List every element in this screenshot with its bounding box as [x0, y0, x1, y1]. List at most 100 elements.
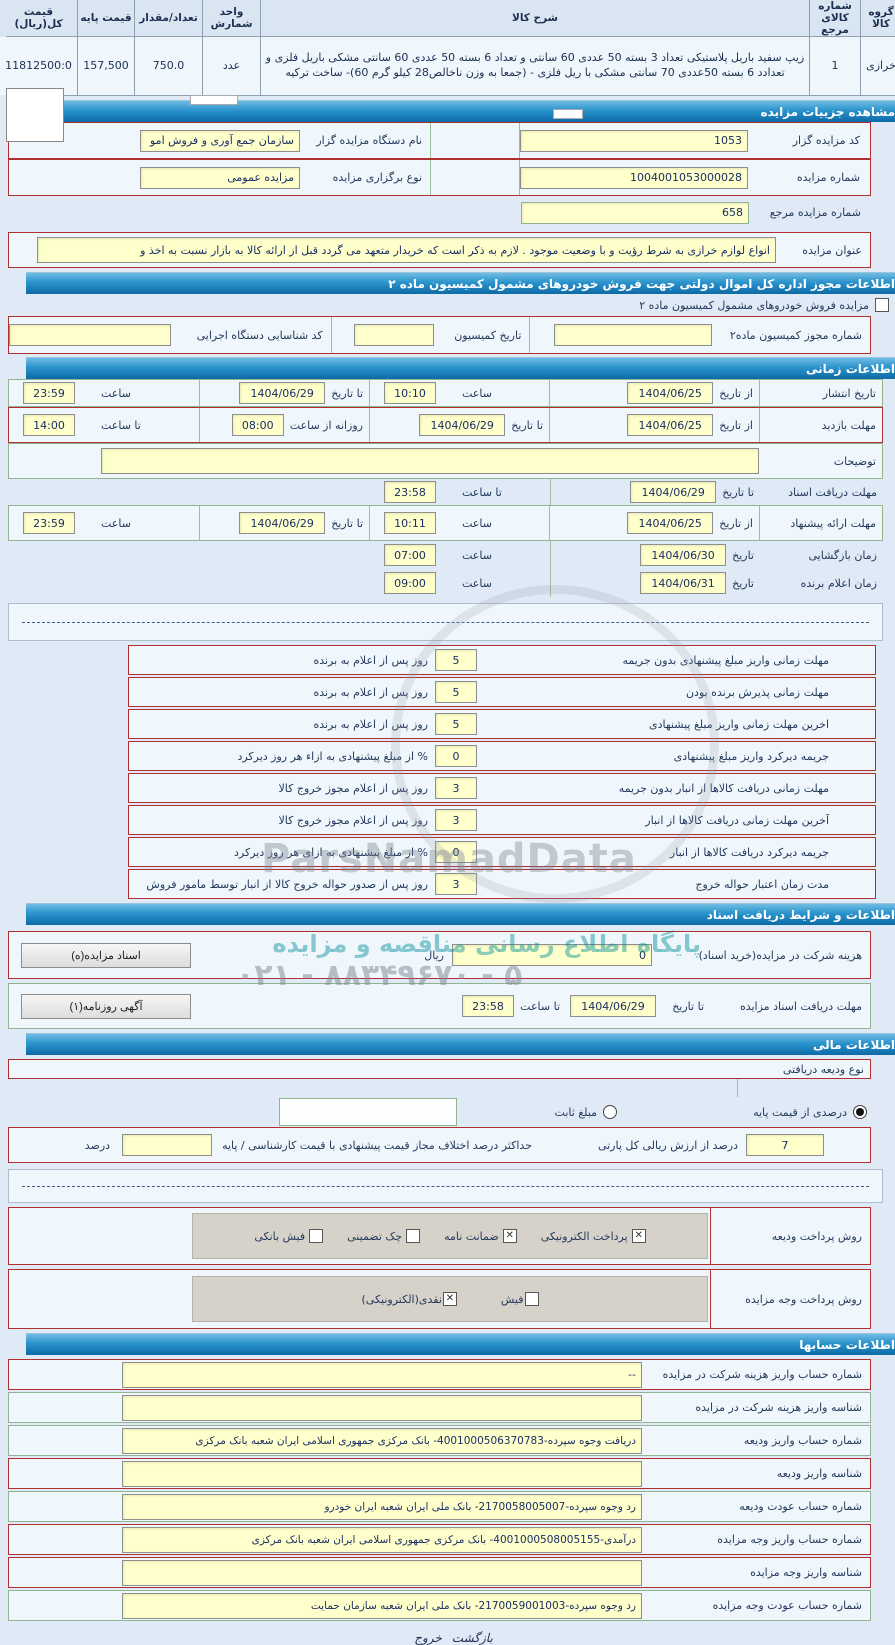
percent-of-base-radio[interactable] [847, 1105, 861, 1119]
org-name-label: نام دستگاه مزایده گزار [294, 134, 424, 147]
section-header-timing: اطلاعات زمانی [20, 357, 895, 379]
doc-deadline-date-input[interactable]: 1404/06/29 [624, 481, 710, 503]
timing-row-offer: مهلت ارائه پیشنهاد از تاریخ 1404/06/25 سا… [2, 505, 877, 541]
agency-code-input[interactable] [3, 324, 165, 346]
item-description: زیپ سفید باریل پلاستیکی تعداد 3 بسته 50 … [255, 37, 803, 95]
deadline-value-input[interactable]: 3 [429, 809, 471, 831]
notes-input[interactable] [95, 448, 753, 474]
documents-deadline-label: مهلت دریافت اسناد مزایده [698, 1000, 864, 1013]
cash-electronic-checkbox[interactable] [437, 1292, 451, 1306]
fixed-amount-input[interactable] [273, 1098, 451, 1126]
offer-from-time-input[interactable]: 10:11 [378, 512, 430, 534]
offer-to-time-input[interactable]: 23:59 [17, 512, 69, 534]
bidder-code-input[interactable]: 1053 [514, 130, 742, 152]
deposit-percent-input[interactable]: 7 [740, 1134, 818, 1156]
commission-date-input[interactable] [348, 324, 428, 346]
percent-of-base-label: درصدی از قیمت پایه [747, 1106, 841, 1119]
cell-divider [424, 160, 514, 195]
auction-title-row: عنوان مزایده انواع لوازم خرازی به شرط رؤ… [2, 232, 865, 268]
max-diff-input[interactable] [116, 1134, 206, 1156]
offer-to-date-input[interactable]: 1404/06/29 [233, 512, 319, 534]
account-input[interactable]: -- [116, 1362, 636, 1388]
section-header-permit: اطلاعات مجوز اداره کل اموال دولتی جهت فر… [20, 272, 895, 294]
winner-time-input[interactable]: 09:00 [378, 572, 430, 594]
deposit-method-row: روش پرداخت ودیعه پرداخت الکترونیکی ضمانت… [2, 1207, 865, 1265]
timing-row-publish: تاریخ انتشار از تاریخ 1404/06/25 ساعت 10:1… [2, 379, 877, 407]
account-input[interactable]: رد وجوه سپرده-2170058005007- بانک ملی ای… [116, 1494, 636, 1520]
deadline-value-input[interactable]: 5 [429, 713, 471, 735]
doc-deadline-time-input[interactable]: 23:58 [378, 481, 430, 503]
winner-date-input[interactable]: 1404/06/31 [634, 572, 720, 594]
visit-to-date-input[interactable]: 1404/06/29 [413, 414, 499, 436]
auction-documents-button[interactable]: اسناد مزایده(ه) [15, 943, 185, 968]
org-name-input[interactable]: سازمان جمع آوری و فروش امو [134, 130, 294, 152]
account-row-7: شماره حساب عودت وجه مزایده رد وجوه سپرده… [2, 1590, 865, 1621]
col-header-description: شرح کالا [255, 0, 803, 36]
receipt-checkbox[interactable] [519, 1292, 533, 1306]
opening-time-input[interactable]: 07:00 [378, 544, 430, 566]
payment-method-label: روش پرداخت وجه مزایده [704, 1270, 864, 1328]
timing-row-opening: زمان بازگشایی تاریخ 1404/06/30 ساعت 07:00 [2, 541, 877, 569]
back-link[interactable]: بازگشت [446, 1631, 487, 1645]
documents-deadline-time-input[interactable]: 23:58 [456, 995, 508, 1017]
publish-to-time-input[interactable]: 23:59 [17, 382, 69, 404]
deposit-type-label: نوع ودیعه دریافتی [777, 1063, 864, 1076]
certified-check-checkbox[interactable] [400, 1229, 414, 1243]
col-header-quantity: تعداد/مقدار [129, 0, 196, 36]
deadline-value-input[interactable]: 3 [429, 777, 471, 799]
deadline-value-input[interactable]: 0 [429, 841, 471, 863]
deadline-row-5: آخرین مهلت زمانی دریافت کالاها از انبار … [122, 805, 870, 835]
documents-deadline-date-input[interactable]: 1404/06/29 [564, 995, 650, 1017]
account-input[interactable] [116, 1395, 636, 1421]
publish-to-date-input[interactable]: 1404/06/29 [233, 382, 319, 404]
account-input[interactable]: دریافت وجوه سپرده-4001000506370783- بانک… [116, 1428, 636, 1454]
auction-no-label: شماره مزایده [742, 171, 864, 184]
ref-no-input[interactable]: 658 [515, 202, 743, 224]
ref-no-label: شماره مزایده مرجع [743, 206, 865, 219]
auction-title-input[interactable]: انواع لوازم خرازی به شرط رؤیت و با وضعیت… [31, 237, 770, 263]
fee-input[interactable]: 0 [446, 944, 646, 966]
fee-label: هزینه شرکت در مزایده(خرید اسناد) [646, 949, 864, 962]
auction-type-label: نوع برگزاری مزایده [294, 171, 424, 184]
deadline-row-2: اخرین مهلت زمانی واریز مبلغ پیشنهادی 5 ر… [122, 709, 870, 739]
offer-from-date-input[interactable]: 1404/06/25 [621, 512, 707, 534]
item-quantity: 750.0 [129, 37, 196, 95]
visit-from-date-input[interactable]: 1404/06/25 [621, 414, 707, 436]
cell-divider [325, 317, 348, 353]
deadline-value-input[interactable]: 0 [429, 745, 471, 767]
section-header-financial: اطلاعات مالی [20, 1033, 895, 1055]
currency-label: ریال [418, 949, 438, 962]
permit-fields-row: شماره مجوز کمیسیون ماده۲ تاریخ کمیسیون ک… [2, 316, 865, 354]
commission-checkbox[interactable] [869, 298, 883, 312]
electronic-payment-checkbox[interactable] [626, 1229, 640, 1243]
newspaper-ad-button[interactable]: آگهی روزنامه(۱) [15, 994, 185, 1019]
guarantee-letter-checkbox[interactable] [497, 1229, 511, 1243]
auction-no-input[interactable]: 1004001053000028 [514, 167, 742, 189]
account-input[interactable] [116, 1461, 636, 1487]
table-spacer [0, 1079, 865, 1097]
account-row-4: شماره حساب عودت ودیعه رد وجوه سپرده-2170… [2, 1491, 865, 1522]
bank-receipt-checkbox[interactable] [303, 1229, 317, 1243]
opening-date-input[interactable]: 1404/06/30 [634, 544, 720, 566]
deposit-type-row: نوع ودیعه دریافتی [2, 1059, 865, 1079]
visit-label: مهلت بازدید [816, 419, 870, 432]
deadline-row-1: مهلت زمانی پذیرش برنده بودن 5 روز پس از … [122, 677, 870, 707]
account-input[interactable]: درآمدی-4001000508005155- بانک مرکزی جمهو… [116, 1527, 636, 1553]
deadline-value-input[interactable]: 5 [429, 649, 471, 671]
fixed-amount-radio[interactable] [597, 1105, 611, 1119]
deposit-type-options-row: درصدی از قیمت پایه مبلغ ثابت [2, 1097, 865, 1127]
account-input[interactable]: رد وجوه سپرده-2170059001003- بانک ملی ای… [116, 1593, 636, 1619]
deadline-value-input[interactable]: 3 [429, 873, 471, 895]
publish-from-date-input[interactable]: 1404/06/25 [621, 382, 707, 404]
exit-link[interactable]: خروج [408, 1631, 436, 1645]
items-table: گروه کالا شماره کالای مرجع شرح کالا واحد… [0, 0, 895, 96]
publish-from-time-input[interactable]: 10:10 [378, 382, 430, 404]
visit-daily-to-input[interactable]: 14:00 [17, 414, 69, 436]
permit-no-input[interactable] [548, 324, 706, 346]
account-input[interactable] [116, 1560, 636, 1586]
publish-label: تاریخ انتشار [817, 387, 870, 400]
deadline-value-input[interactable]: 5 [429, 681, 471, 703]
auction-type-input[interactable]: مزایده عمومی [134, 167, 294, 189]
bidder-code-label: کد مزایده گزار [742, 134, 864, 147]
visit-daily-from-input[interactable]: 08:00 [226, 414, 278, 436]
